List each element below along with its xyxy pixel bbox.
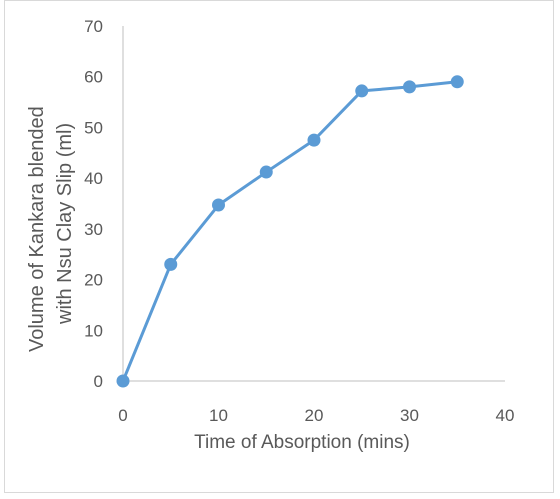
y-tick-label: 20: [84, 271, 103, 290]
data-point: [355, 84, 369, 98]
y-axis-title-line-1: Volume of Kankara blended: [26, 106, 48, 352]
data-point: [164, 257, 178, 271]
y-axis-ticks: 0 10 20 30 40 50 60 70: [84, 17, 103, 391]
data-point: [212, 198, 225, 212]
data-point: [116, 374, 130, 388]
y-tick-label: 70: [84, 17, 103, 36]
series-line: [121, 80, 458, 382]
x-tick-label: 10: [209, 406, 228, 425]
x-tick-label: 40: [496, 406, 515, 425]
y-tick-label: 30: [84, 220, 103, 239]
data-point: [307, 133, 321, 147]
x-tick-label: 0: [118, 406, 127, 425]
series-group: [116, 75, 464, 388]
x-tick-label: 20: [305, 406, 324, 425]
data-point: [403, 80, 416, 94]
y-tick-label: 40: [84, 169, 103, 188]
data-point: [259, 165, 273, 179]
x-tick-label: 30: [400, 406, 419, 425]
y-axis-title-line-2: with Nsu Clay Slip (ml): [54, 123, 76, 325]
y-axis-title: Volume of Kankara blended with Nsu Clay …: [26, 106, 76, 352]
y-tick-label: 10: [84, 321, 103, 340]
y-tick-label: 0: [94, 372, 103, 391]
y-tick-label: 60: [84, 68, 103, 87]
x-axis-ticks: 0 10 20 30 40: [118, 406, 514, 425]
x-axis-title: Time of Absorption (mins): [194, 432, 410, 453]
y-tick-label: 50: [84, 118, 103, 137]
data-point: [450, 75, 464, 89]
